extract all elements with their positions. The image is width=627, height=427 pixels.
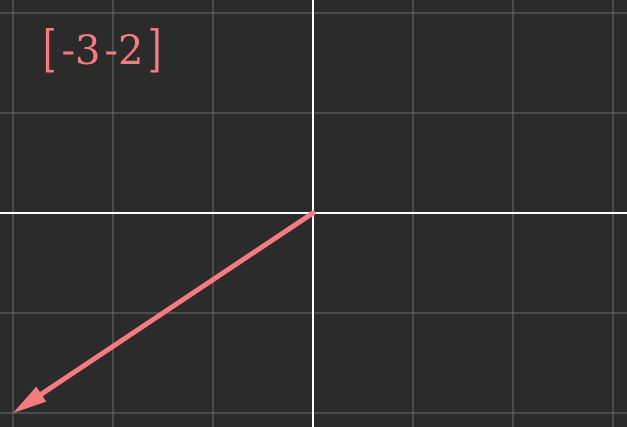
left-bracket: [ xyxy=(42,20,57,78)
vector-arrowhead xyxy=(13,386,47,413)
vector xyxy=(13,210,316,413)
vector-shaft xyxy=(35,210,316,399)
vector-matrix-label: [ -3 -2 ] xyxy=(40,20,165,78)
right-bracket: ] xyxy=(148,20,163,78)
vector-y-entry: -2 xyxy=(104,28,144,74)
vector-x-entry: -3 xyxy=(61,28,101,74)
